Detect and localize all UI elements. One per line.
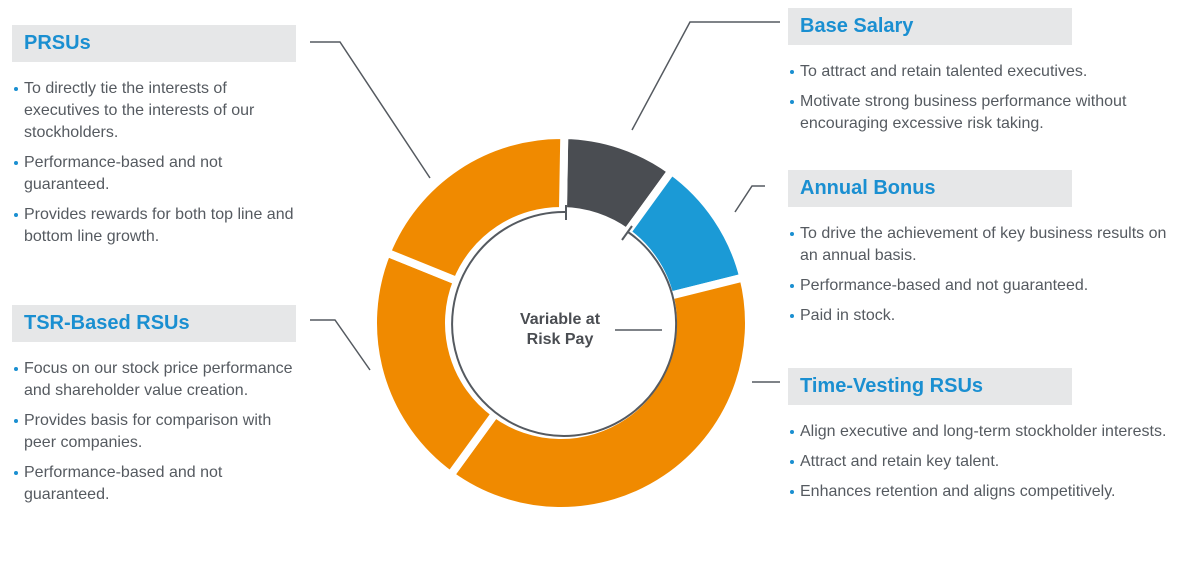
- bullet: Performance-based and not guaranteed.: [12, 462, 302, 506]
- section-title: Annual Bonus: [788, 170, 1072, 207]
- center-line: Variable at: [519, 311, 601, 328]
- bullet: Provides basis for comparison with peer …: [12, 410, 302, 454]
- arc-tick: [621, 225, 633, 241]
- bullet: Align executive and long-term stockholde…: [788, 421, 1188, 443]
- bullet: Motivate strong business performance wit…: [788, 91, 1188, 135]
- section-title: PRSUs: [12, 25, 296, 62]
- bullet: Enhances retention and aligns competitiv…: [788, 481, 1188, 503]
- connector: [310, 41, 431, 179]
- bullet: To attract and retain talented executive…: [788, 61, 1188, 83]
- segment-time-vesting: [444, 272, 753, 515]
- bullet-list: To attract and retain talented executive…: [788, 61, 1188, 135]
- section: TSR-Based RSUs Focus on our stock price p…: [12, 305, 296, 506]
- connectors: [310, 21, 780, 383]
- connector: [734, 185, 765, 213]
- donut: [369, 130, 753, 515]
- bullet: Focus on our stock price performance and…: [12, 358, 302, 402]
- center-line: Risk Pay: [526, 331, 594, 348]
- bullet: Performance-based and not guaranteed.: [788, 275, 1188, 297]
- bullet-list: To directly tie the interests of executi…: [12, 78, 302, 248]
- segment-prsu: [381, 131, 569, 287]
- bullet: Paid in stock.: [788, 305, 1188, 327]
- bullet-list: To drive the achievement of key business…: [788, 223, 1188, 327]
- variable-arc: [451, 210, 678, 437]
- center-label: Variable at Risk Pay: [490, 310, 630, 350]
- section: PRSUs To directly tie the interests of ex…: [12, 25, 296, 248]
- section-title: Base Salary: [788, 8, 1072, 45]
- bullet-list: Focus on our stock price performance and…: [12, 358, 302, 506]
- section: Time-Vesting RSUs Align executive and lon…: [788, 368, 1188, 503]
- bullet-list: Align executive and long-term stockholde…: [788, 421, 1188, 503]
- segment-tsr: [369, 247, 501, 481]
- section: Annual Bonus To drive the achievement of …: [788, 170, 1188, 327]
- bullet: Provides rewards for both top line and b…: [12, 204, 302, 248]
- section: Base Salary To attract and retain talente…: [788, 8, 1188, 135]
- bullet: Attract and retain key talent.: [788, 451, 1188, 473]
- section-title: Time-Vesting RSUs: [788, 368, 1072, 405]
- connector: [310, 319, 371, 371]
- section-title: TSR-Based RSUs: [12, 305, 296, 342]
- connector: [631, 21, 780, 131]
- bullet: Performance-based and not guaranteed.: [12, 152, 302, 196]
- bullet: To drive the achievement of key business…: [788, 223, 1188, 267]
- bullet: To directly tie the interests of executi…: [12, 78, 302, 144]
